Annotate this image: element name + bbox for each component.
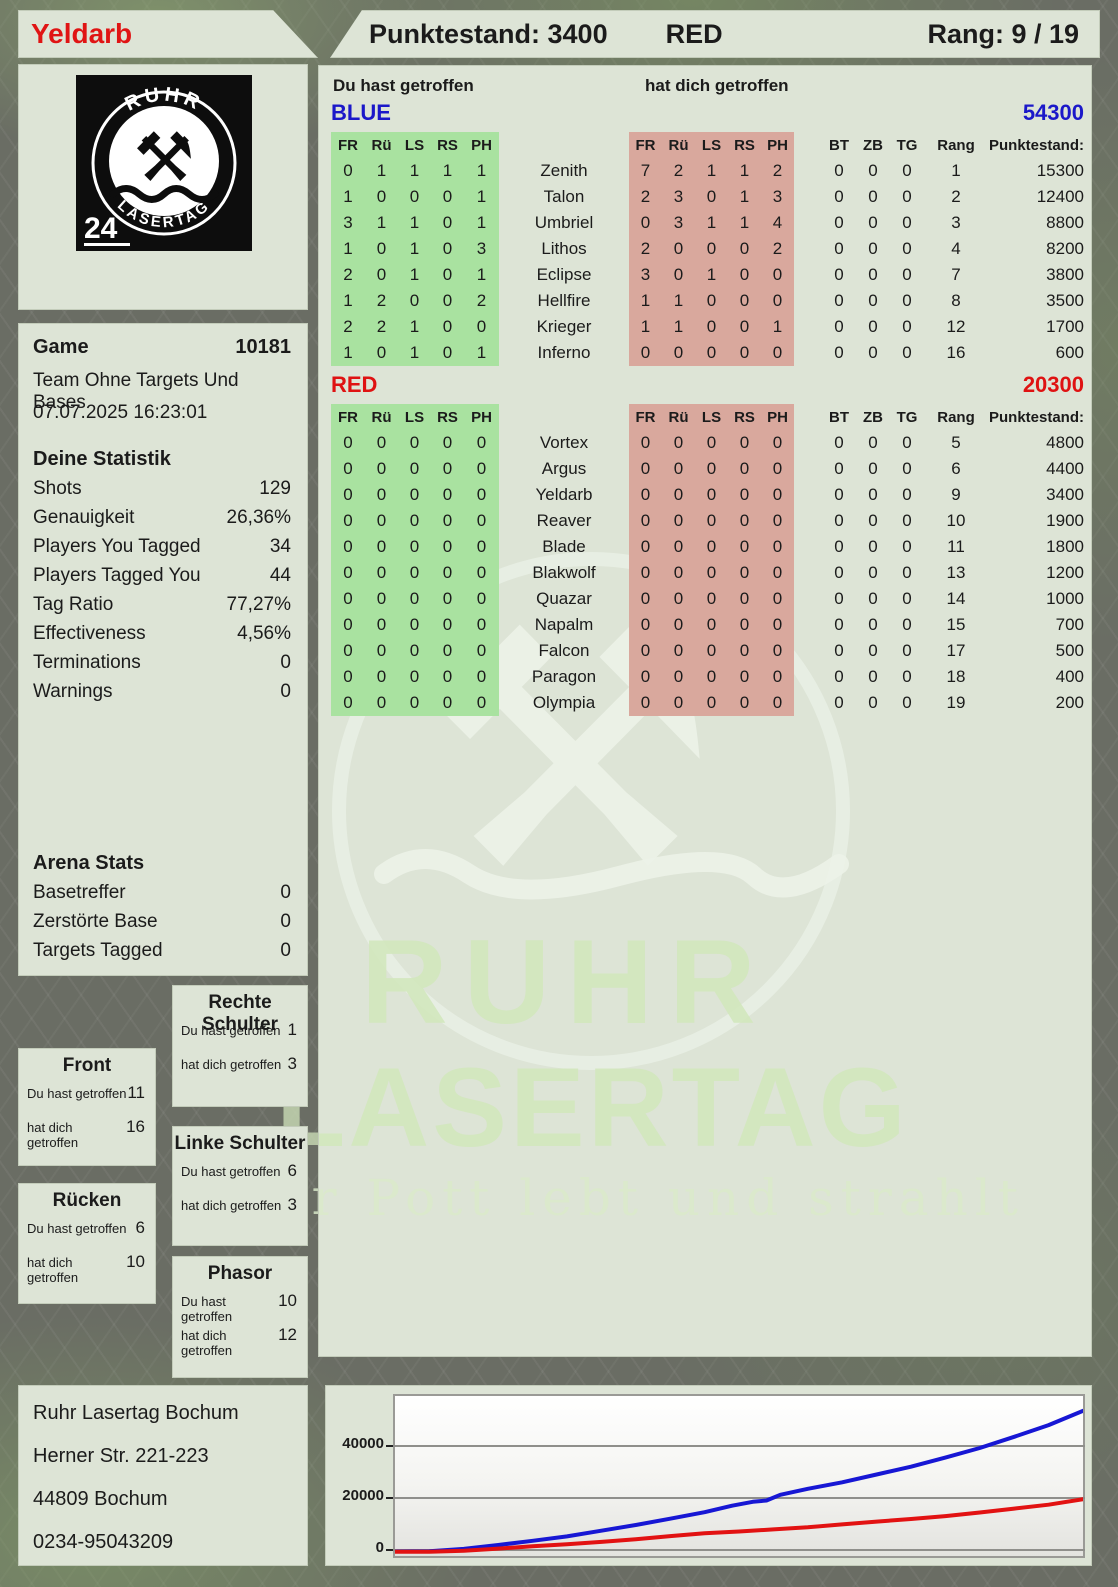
hitbox-left-shoulder: Linke Schulter Du hast getroffen 6 hat di… xyxy=(172,1126,308,1246)
table-header-row: FR Rü LS RS PH FR Rü LS RS PH BT ZB TG Rang Punktestan… xyxy=(331,404,1084,430)
table-row: 0 0 0 0 0 Blakwolf 0 0 0 0 0 0 0 0 13 1200 xyxy=(331,560,1084,586)
watermark-slogan: Der Pott lebt und strahlt xyxy=(319,1169,1025,1227)
game-mode: Team Ohne Targets Und Bases xyxy=(33,370,239,413)
red-team-table: FR Rü LS RS PH FR Rü LS RS PH BT ZB TG Rang Punktestan… xyxy=(331,404,1084,716)
hitbox-phasor: Phasor Du hast getroffen 10 hat dich getr… xyxy=(172,1256,308,1378)
watermark-ruhr-text: RUHR xyxy=(361,915,772,1049)
table-row: 0 0 0 0 0 Napalm 0 0 0 0 0 0 0 0 15 700 xyxy=(331,612,1084,638)
table-header-row: FR Rü LS RS PH FR Rü LS RS PH BT ZB TG Rang Punktestan… xyxy=(331,132,1084,158)
main-score-panel: ⚒ RUHR LASERTAG Der Pott lebt und strahl… xyxy=(318,65,1092,1357)
venue-address-panel: Ruhr Lasertag Bochum Herner Str. 221-223… xyxy=(18,1385,308,1566)
table-row: 0 0 0 0 0 Falcon 0 0 0 0 0 0 0 0 17 500 xyxy=(331,638,1084,664)
table-row: 0 0 0 0 0 Quazar 0 0 0 0 0 0 0 0 14 1000 xyxy=(331,586,1084,612)
y-tick-label: 20000 xyxy=(342,1487,384,1504)
venue-phone: 0234-95043209 xyxy=(33,1531,174,1553)
hitbox-back: Rücken Du hast getroffen 6 hat dich getro… xyxy=(18,1183,156,1304)
stat-row: Effectiveness 4,56% xyxy=(33,623,291,644)
score-line-series xyxy=(395,1408,1083,1554)
y-tick-mark xyxy=(386,1445,393,1447)
header-bar: Punktestand: 3400 RED Rang: 9 / 19 xyxy=(330,10,1100,58)
y-tick-mark xyxy=(386,1549,393,1551)
blue-team-total: 54300 xyxy=(1022,100,1084,125)
arena-row: Basetreffer 0 xyxy=(33,882,291,903)
red-team-total: 20300 xyxy=(1022,372,1084,397)
arena-stats-title: Arena Stats xyxy=(33,852,145,874)
them-hit-header: hat dich getroffen xyxy=(645,76,789,95)
table-row: 1 0 0 0 1 Talon 2 3 0 1 3 0 0 0 2 12400 xyxy=(331,184,1084,210)
table-row: 0 0 0 0 0 Olympia 0 0 0 0 0 0 0 0 19 200 xyxy=(331,690,1084,716)
y-tick-label: 40000 xyxy=(342,1435,384,1452)
arena-row: Targets Tagged 0 xyxy=(33,940,291,961)
stat-row: Warnings 0 xyxy=(33,681,291,702)
table-row: 0 0 0 0 0 Blade 0 0 0 0 0 0 0 0 11 1800 xyxy=(331,534,1084,560)
table-row: 2 0 1 0 1 Eclipse 3 0 1 0 0 0 0 0 7 3800 xyxy=(331,262,1084,288)
table-row: 0 0 0 0 0 Yeldarb 0 0 0 0 0 0 0 0 9 3400 xyxy=(331,482,1084,508)
table-row: 1 0 1 0 3 Lithos 2 0 0 0 2 0 0 0 4 8200 xyxy=(331,236,1084,262)
player-name-bar: Yeldarb xyxy=(18,10,318,58)
header-score: Punktestand: 3400 xyxy=(369,18,608,49)
game-datetime: 07.07.2025 16:23:01 xyxy=(33,402,208,423)
gridline-0 xyxy=(393,1549,1085,1551)
arena-row: Zerstörte Base 0 xyxy=(33,911,291,932)
header-rank: Rang: 9 / 19 xyxy=(927,18,1079,49)
gridline-40000 xyxy=(393,1445,1085,1447)
stat-row: Terminations 0 xyxy=(33,652,291,673)
logo-panel: ⚒ RUHR LASERTAG 24 xyxy=(18,64,308,310)
y-tick-mark xyxy=(386,1497,393,1499)
svg-text:⚒: ⚒ xyxy=(134,119,195,198)
y-tick-label: 0 xyxy=(375,1539,384,1556)
venue-name: Ruhr Lasertag Bochum xyxy=(33,1402,239,1424)
you-hit-header: Du hast getroffen xyxy=(333,76,474,95)
panel-watermark: ⚒ RUHR LASERTAG Der Pott lebt und strahl… xyxy=(319,66,1091,1356)
game-row: Game 10181 xyxy=(33,336,291,359)
game-number: 10181 xyxy=(235,336,291,358)
table-row: 0 0 0 0 0 Argus 0 0 0 0 0 0 0 0 6 4400 xyxy=(331,456,1084,482)
watermark-emblem: ⚒ xyxy=(332,552,850,1070)
game-label: Game xyxy=(33,336,89,358)
venue-street: Herner Str. 221-223 xyxy=(33,1445,209,1467)
stat-row: Tag Ratio 77,27% xyxy=(33,594,291,615)
stat-row: Players You Tagged 34 xyxy=(33,536,291,557)
score-line-series xyxy=(395,1497,1083,1554)
table-row: 1 2 0 0 2 Hellfire 1 1 0 0 0 0 0 0 8 3500 xyxy=(331,288,1084,314)
stat-row: Genauigkeit 26,36% xyxy=(33,507,291,528)
score-chart-panel: 40000 20000 0 xyxy=(325,1385,1092,1566)
hitbox-front: Front Du hast getroffen 11 hat dich getro… xyxy=(18,1048,156,1166)
ruhr-lasertag-logo: ⚒ RUHR LASERTAG 24 xyxy=(76,75,252,251)
player-name: Yeldarb xyxy=(31,18,133,49)
table-row: 2 2 1 0 0 Krieger 1 1 0 0 1 0 0 0 12 1700 xyxy=(331,314,1084,340)
stats-title: Deine Statistik xyxy=(33,448,171,470)
gridline-20000 xyxy=(393,1497,1085,1499)
logo-badge-24: 24 xyxy=(84,212,118,245)
stat-row: Shots 129 xyxy=(33,478,291,499)
hitbox-right-shoulder: Rechte Schulter Du hast getroffen 1 hat d… xyxy=(172,985,308,1107)
table-row: 0 0 0 0 0 Paragon 0 0 0 0 0 0 0 0 18 400 xyxy=(331,664,1084,690)
red-team-line: RED 20300 xyxy=(331,372,1084,398)
table-row: 0 0 0 0 0 Vortex 0 0 0 0 0 0 0 0 5 4800 xyxy=(331,430,1084,456)
table-row: 1 0 1 0 1 Inferno 0 0 0 0 0 0 0 0 16 600 xyxy=(331,340,1084,366)
red-team-label: RED xyxy=(331,372,378,397)
table-row: 3 1 1 0 1 Umbriel 0 3 1 1 4 0 0 0 3 8800 xyxy=(331,210,1084,236)
blue-team-table: FR Rü LS RS PH FR Rü LS RS PH BT ZB TG Rang Punktestan… xyxy=(331,132,1084,366)
stat-row: Players Tagged You 44 xyxy=(33,565,291,586)
venue-city: 44809 Bochum xyxy=(33,1488,168,1510)
score-lines-chart xyxy=(395,1408,1083,1554)
table-row: 0 1 1 1 1 Zenith 7 2 1 1 2 0 0 0 1 15300 xyxy=(331,158,1084,184)
table-row: 0 0 0 0 0 Reaver 0 0 0 0 0 0 0 0 10 1900 xyxy=(331,508,1084,534)
blue-team-line: BLUE 54300 xyxy=(331,100,1084,126)
header-team: RED xyxy=(665,18,723,49)
watermark-lasertag-text: LASERTAG xyxy=(318,1045,909,1170)
game-stats-panel: Game 10181 Team Ohne Targets Und Bases 0… xyxy=(18,323,308,976)
blue-team-label: BLUE xyxy=(331,100,391,125)
